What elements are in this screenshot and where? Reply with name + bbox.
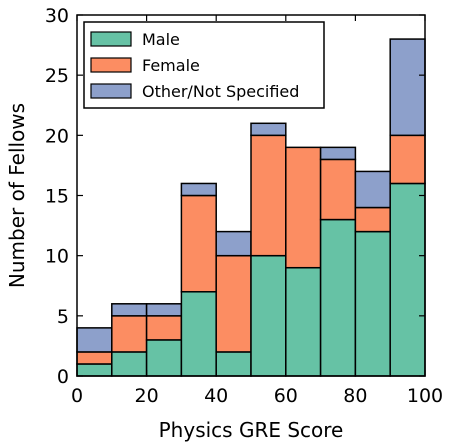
bar-male-80 bbox=[354, 230, 391, 377]
y-tick-label: 30 bbox=[45, 5, 69, 27]
bar-female-20 bbox=[145, 315, 183, 341]
bar-male-20 bbox=[145, 339, 183, 377]
bar-other-not-specified-30 bbox=[180, 182, 217, 197]
bar-other-not-specified-40 bbox=[215, 230, 252, 257]
x-tick-label: 60 bbox=[274, 385, 298, 407]
bar-other-not-specified-20 bbox=[145, 303, 183, 317]
y-tick-label: 5 bbox=[57, 306, 69, 328]
bar-other-not-specified-0 bbox=[76, 327, 113, 353]
legend-swatch-male bbox=[90, 31, 132, 47]
bar-male-70 bbox=[319, 218, 357, 377]
y-tick-label: 10 bbox=[45, 246, 69, 268]
bars-layer bbox=[76, 38, 426, 377]
x-tick-label: 100 bbox=[407, 385, 443, 407]
x-tick-label: 40 bbox=[204, 385, 228, 407]
y-tick-label: 20 bbox=[45, 125, 69, 147]
bar-female-90 bbox=[389, 134, 426, 185]
bar-male-30 bbox=[180, 291, 217, 377]
legend-item-male: Male bbox=[90, 30, 180, 49]
legend-item-other: Other/Not Specified bbox=[90, 82, 299, 101]
legend-label-other: Other/Not Specified bbox=[142, 82, 299, 101]
bar-other-not-specified-50 bbox=[250, 122, 287, 137]
bar-male-60 bbox=[285, 266, 322, 377]
y-tick-label: 15 bbox=[45, 186, 69, 208]
bar-male-10 bbox=[111, 351, 148, 377]
y-axis-label: Number of Fellows bbox=[5, 103, 29, 288]
legend: Male Female Other/Not Specified bbox=[83, 21, 325, 109]
bar-other-not-specified-80 bbox=[354, 170, 391, 209]
bar-male-40 bbox=[215, 351, 252, 377]
bar-female-30 bbox=[180, 194, 217, 293]
bar-other-not-specified-10 bbox=[111, 303, 148, 317]
bar-male-0 bbox=[76, 363, 113, 377]
bar-female-80 bbox=[354, 206, 391, 233]
bar-female-0 bbox=[76, 351, 113, 365]
legend-swatch-female bbox=[90, 57, 132, 73]
bar-female-60 bbox=[285, 146, 322, 269]
bar-male-90 bbox=[389, 182, 426, 377]
legend-item-female: Female bbox=[90, 56, 200, 75]
bar-female-40 bbox=[215, 254, 252, 353]
x-tick-label: 0 bbox=[71, 385, 83, 407]
bar-female-10 bbox=[111, 315, 148, 353]
bar-other-not-specified-70 bbox=[319, 146, 357, 161]
x-tick-label: 80 bbox=[343, 385, 367, 407]
bar-male-50 bbox=[250, 254, 287, 377]
legend-label-female: Female bbox=[142, 56, 200, 75]
legend-swatch-other bbox=[90, 83, 132, 99]
bar-female-70 bbox=[319, 158, 357, 221]
x-tick-label: 20 bbox=[135, 385, 159, 407]
x-axis-label: Physics GRE Score bbox=[159, 418, 344, 442]
y-tick-label: 0 bbox=[57, 366, 69, 388]
axis-ticks: 0 20 40 60 80 100 0 5 10 15 20 25 30 bbox=[45, 5, 443, 407]
legend-label-male: Male bbox=[142, 30, 180, 49]
y-tick-label: 25 bbox=[45, 65, 69, 87]
bar-other-not-specified-90 bbox=[389, 38, 426, 137]
bar-female-50 bbox=[250, 134, 287, 257]
